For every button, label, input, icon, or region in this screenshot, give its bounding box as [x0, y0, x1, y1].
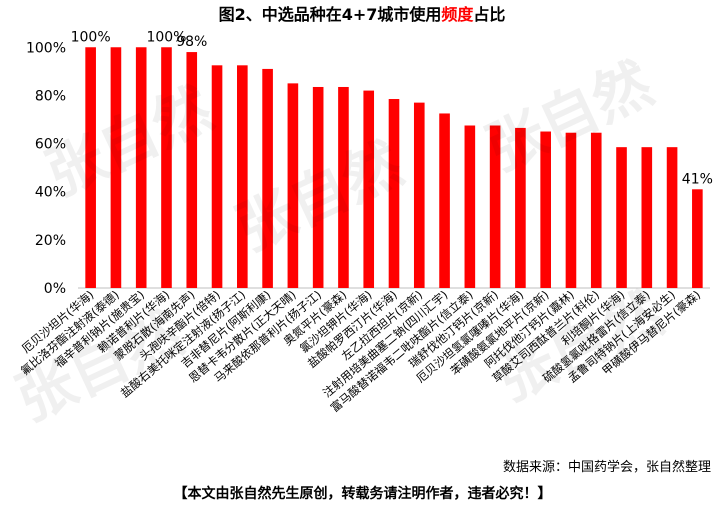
bar: [186, 52, 198, 289]
bar: [237, 65, 248, 288]
chart-title: 图2、中选品种在4+7城市使用频度占比: [219, 5, 506, 24]
bar: [161, 47, 172, 288]
bar: [413, 102, 425, 288]
bar-chart: 图2、中选品种在4+7城市使用频度占比 0% 20% 40% 60% 80% 100% 100…: [18, 5, 713, 415]
bar: [666, 147, 678, 288]
y-tick-label: 20%: [35, 233, 66, 249]
bar: [388, 99, 400, 288]
bar: [489, 125, 501, 288]
bar: [135, 47, 147, 288]
copyright-note: 【本文由张自然先生原创，转载务请注明作者，违者必究！】: [173, 486, 552, 502]
bar: [85, 47, 96, 288]
y-tick-label: 100%: [26, 40, 66, 56]
data-label: 98%: [176, 34, 207, 50]
bar: [439, 113, 450, 289]
bar: [262, 68, 273, 288]
bar: [641, 147, 653, 288]
chart-title-highlight: 频度: [441, 5, 474, 24]
data-label: 41%: [682, 171, 713, 187]
bar: [565, 132, 577, 288]
bar: [464, 125, 476, 288]
bar: [540, 131, 551, 288]
chart-title-suffix: 占比: [473, 5, 505, 24]
bar: [110, 47, 122, 288]
y-tick-label: 0%: [44, 281, 66, 297]
y-tick-label: 40%: [35, 185, 66, 201]
bar: [692, 189, 703, 288]
data-source-note: 数据来源：中国药学会，张自然整理: [502, 460, 711, 475]
data-label: 100%: [71, 29, 111, 45]
data-label: 100%: [146, 29, 186, 45]
y-tick-label: 60%: [35, 137, 66, 153]
bar: [363, 90, 375, 288]
bar: [590, 132, 602, 288]
bar: [616, 147, 627, 288]
bar: [312, 86, 324, 289]
bar: [211, 65, 223, 288]
bar: [287, 83, 299, 289]
y-tick-label: 80%: [35, 88, 66, 104]
bar: [515, 127, 526, 288]
chart-title-prefix: 图2、中选品种在4+7城市使用: [219, 5, 442, 24]
bar: [338, 86, 349, 289]
